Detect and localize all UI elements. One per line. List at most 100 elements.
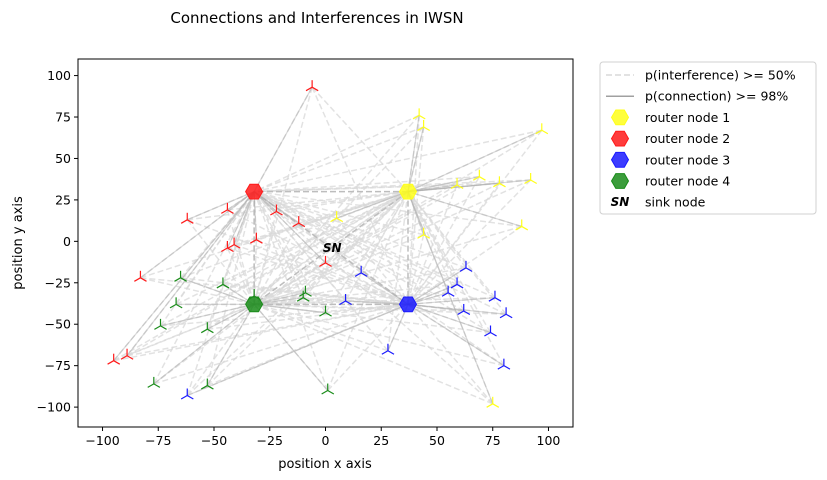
connection-line — [253, 191, 326, 264]
interference-line — [253, 129, 542, 193]
interference-line — [153, 191, 255, 385]
connection-line — [407, 283, 458, 305]
connection-line — [407, 191, 494, 405]
interference-line — [253, 303, 494, 405]
connection-line — [253, 191, 257, 240]
connection-line — [407, 115, 420, 192]
interference-line — [253, 190, 465, 312]
interference-line — [407, 182, 501, 305]
connection-line — [336, 191, 409, 219]
sensor-node-marker — [450, 177, 464, 190]
legend-label: sink node — [645, 195, 706, 210]
legend-marker: SN — [611, 195, 630, 209]
connection-line — [407, 303, 491, 334]
connection-line — [187, 303, 409, 397]
interference-line — [253, 191, 494, 405]
interference-line — [126, 303, 409, 357]
connection-line — [206, 304, 255, 386]
interference-line — [253, 191, 258, 240]
y-axis-ticks: −100 −75 −50 −25 0 25 50 75 100 — [37, 68, 78, 415]
interference-line — [126, 303, 255, 357]
sensor-node-marker — [535, 123, 549, 135]
interference-line — [253, 191, 277, 213]
x-tick-label: 50 — [429, 433, 445, 448]
sensor-node-marker — [330, 211, 344, 223]
chart-title: Connections and Interferences in IWSN — [170, 9, 463, 27]
interference-line — [254, 182, 500, 193]
interference-line — [186, 190, 255, 221]
connection-line — [407, 179, 531, 193]
sensor-node-marker — [450, 277, 464, 289]
interference-line — [140, 277, 255, 306]
interference-line — [206, 191, 409, 387]
x-tick-label: −25 — [257, 433, 283, 448]
interference-line — [153, 303, 255, 385]
interference-line — [360, 191, 409, 274]
legend-marker — [610, 173, 630, 189]
y-tick-label: 75 — [55, 110, 71, 125]
connection-line — [153, 303, 255, 385]
x-tick-label: −50 — [201, 433, 227, 448]
interference-line — [302, 191, 409, 299]
x-tick-label: 25 — [373, 433, 389, 448]
interference-line — [407, 191, 507, 315]
interference-line — [324, 191, 409, 314]
connection-line — [254, 303, 326, 314]
interference-line — [253, 190, 496, 299]
interference-line — [226, 190, 255, 211]
sensor-node-marker — [227, 237, 241, 249]
interference-line — [253, 190, 424, 236]
router-node-marker — [245, 296, 264, 313]
legend-marker — [610, 151, 630, 168]
connection-line — [113, 191, 255, 362]
connection-line — [407, 297, 496, 305]
interference-line — [186, 303, 255, 396]
sensor-node-marker — [305, 80, 319, 92]
legend-label: p(interference) >= 50% — [645, 68, 796, 83]
interference-line — [407, 191, 449, 294]
interference-line — [254, 303, 326, 314]
legend-label: router node 4 — [645, 174, 730, 189]
interference-line — [311, 86, 409, 193]
sensor-node-marker — [417, 119, 430, 131]
sensor-node-marker — [412, 108, 426, 120]
interference-line — [276, 190, 409, 213]
legend-marker — [610, 130, 630, 147]
interference-line — [206, 303, 255, 386]
interference-line — [254, 179, 531, 193]
interference-line — [160, 190, 409, 327]
sensor-node-marker — [486, 396, 500, 408]
interference-line — [233, 190, 409, 246]
router-node-marker — [245, 183, 264, 200]
interference-line — [253, 239, 258, 305]
connection-line — [360, 272, 409, 305]
interference-line — [325, 303, 409, 314]
connection-line — [180, 277, 255, 305]
sensor-node-marker — [200, 378, 214, 390]
connection-line — [407, 191, 522, 227]
sensor-node-marker — [200, 322, 214, 334]
interference-line — [253, 182, 500, 306]
x-tick-label: 75 — [485, 433, 501, 448]
interference-line — [254, 175, 480, 193]
connection-line — [254, 292, 306, 305]
interference-line — [253, 114, 420, 193]
interference-line — [407, 129, 543, 193]
interference-line — [180, 190, 409, 279]
sensor-node-marker — [321, 383, 335, 395]
y-tick-label: −100 — [37, 400, 71, 415]
y-axis-label: position y axis — [11, 196, 26, 290]
connection-line — [253, 86, 313, 192]
interference-line — [253, 190, 505, 367]
interference-line — [407, 191, 494, 405]
sensor-node-marker — [319, 255, 332, 267]
interference-line — [139, 191, 255, 279]
interference-line — [407, 303, 507, 316]
interference-line — [407, 191, 496, 299]
interference-line — [253, 114, 420, 305]
interference-line — [206, 191, 255, 330]
interference-line — [407, 292, 449, 306]
interference-line — [253, 191, 327, 264]
sensor-node-marker — [499, 307, 513, 319]
